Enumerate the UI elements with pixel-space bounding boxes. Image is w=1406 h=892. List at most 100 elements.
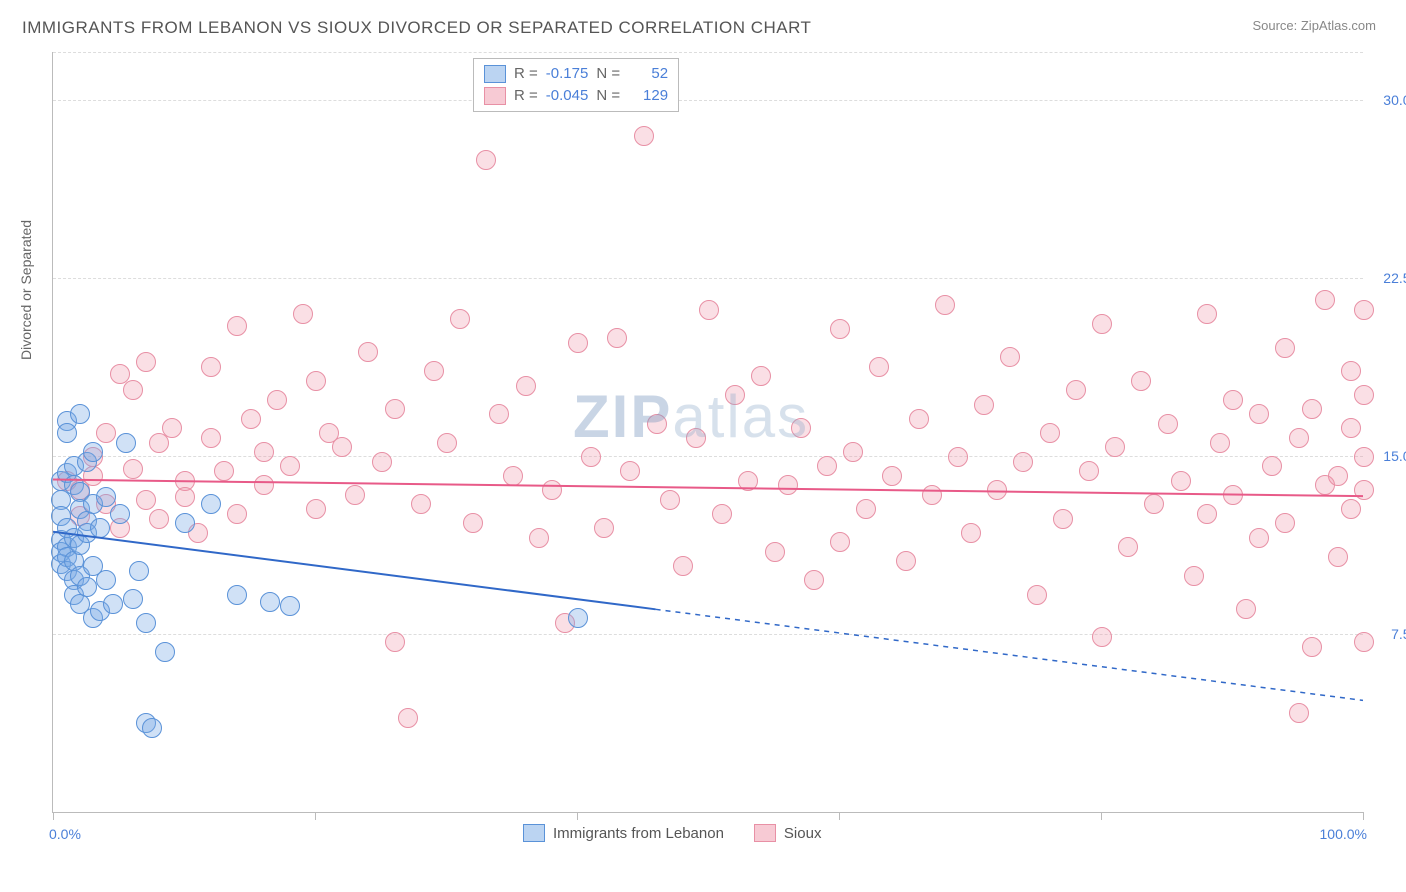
data-point-b[interactable] bbox=[620, 461, 640, 481]
data-point-b[interactable] bbox=[1341, 499, 1361, 519]
data-point-b[interactable] bbox=[149, 509, 169, 529]
data-point-b[interactable] bbox=[542, 480, 562, 500]
data-point-a[interactable] bbox=[96, 570, 116, 590]
data-point-b[interactable] bbox=[1289, 428, 1309, 448]
data-point-a[interactable] bbox=[260, 592, 280, 612]
data-point-a[interactable] bbox=[70, 404, 90, 424]
data-point-b[interactable] bbox=[267, 390, 287, 410]
data-point-b[interactable] bbox=[1249, 404, 1269, 424]
data-point-b[interactable] bbox=[1171, 471, 1191, 491]
data-point-b[interactable] bbox=[1249, 528, 1269, 548]
data-point-b[interactable] bbox=[751, 366, 771, 386]
data-point-b[interactable] bbox=[1341, 418, 1361, 438]
data-point-b[interactable] bbox=[581, 447, 601, 467]
data-point-b[interactable] bbox=[1223, 485, 1243, 505]
data-point-b[interactable] bbox=[882, 466, 902, 486]
data-point-b[interactable] bbox=[411, 494, 431, 514]
data-point-b[interactable] bbox=[1184, 566, 1204, 586]
data-point-b[interactable] bbox=[227, 316, 247, 336]
data-point-b[interactable] bbox=[437, 433, 457, 453]
data-point-b[interactable] bbox=[856, 499, 876, 519]
data-point-a[interactable] bbox=[103, 594, 123, 614]
data-point-b[interactable] bbox=[725, 385, 745, 405]
data-point-b[interactable] bbox=[1118, 537, 1138, 557]
data-point-a[interactable] bbox=[96, 487, 116, 507]
data-point-b[interactable] bbox=[1341, 361, 1361, 381]
data-point-b[interactable] bbox=[1144, 494, 1164, 514]
data-point-a[interactable] bbox=[123, 589, 143, 609]
data-point-b[interactable] bbox=[1066, 380, 1086, 400]
data-point-b[interactable] bbox=[1000, 347, 1020, 367]
data-point-b[interactable] bbox=[738, 471, 758, 491]
data-point-b[interactable] bbox=[254, 475, 274, 495]
data-point-b[interactable] bbox=[385, 399, 405, 419]
data-point-b[interactable] bbox=[424, 361, 444, 381]
data-point-b[interactable] bbox=[1315, 290, 1335, 310]
data-point-b[interactable] bbox=[1262, 456, 1282, 476]
data-point-b[interactable] bbox=[817, 456, 837, 476]
data-point-b[interactable] bbox=[765, 542, 785, 562]
data-point-b[interactable] bbox=[1131, 371, 1151, 391]
data-point-b[interactable] bbox=[1092, 627, 1112, 647]
data-point-b[interactable] bbox=[306, 499, 326, 519]
data-point-b[interactable] bbox=[1092, 314, 1112, 334]
data-point-b[interactable] bbox=[123, 380, 143, 400]
data-point-b[interactable] bbox=[463, 513, 483, 533]
data-point-b[interactable] bbox=[673, 556, 693, 576]
data-point-b[interactable] bbox=[1197, 504, 1217, 524]
data-point-a[interactable] bbox=[142, 718, 162, 738]
data-point-b[interactable] bbox=[123, 459, 143, 479]
data-point-b[interactable] bbox=[568, 333, 588, 353]
source-link[interactable]: ZipAtlas.com bbox=[1301, 18, 1376, 33]
data-point-b[interactable] bbox=[136, 352, 156, 372]
data-point-b[interactable] bbox=[909, 409, 929, 429]
data-point-b[interactable] bbox=[96, 423, 116, 443]
data-point-a[interactable] bbox=[57, 423, 77, 443]
data-point-b[interactable] bbox=[961, 523, 981, 543]
data-point-b[interactable] bbox=[686, 428, 706, 448]
data-point-b[interactable] bbox=[1302, 637, 1322, 657]
data-point-a[interactable] bbox=[227, 585, 247, 605]
data-point-b[interactable] bbox=[280, 456, 300, 476]
data-point-b[interactable] bbox=[214, 461, 234, 481]
data-point-b[interactable] bbox=[254, 442, 274, 462]
data-point-b[interactable] bbox=[450, 309, 470, 329]
data-point-b[interactable] bbox=[201, 357, 221, 377]
data-point-b[interactable] bbox=[607, 328, 627, 348]
data-point-b[interactable] bbox=[227, 504, 247, 524]
data-point-b[interactable] bbox=[987, 480, 1007, 500]
data-point-b[interactable] bbox=[778, 475, 798, 495]
data-point-b[interactable] bbox=[529, 528, 549, 548]
data-point-b[interactable] bbox=[1354, 300, 1374, 320]
data-point-b[interactable] bbox=[293, 304, 313, 324]
data-point-b[interactable] bbox=[489, 404, 509, 424]
data-point-b[interactable] bbox=[922, 485, 942, 505]
legend-item-b[interactable]: Sioux bbox=[754, 824, 822, 842]
data-point-b[interactable] bbox=[1197, 304, 1217, 324]
data-point-b[interactable] bbox=[1027, 585, 1047, 605]
data-point-b[interactable] bbox=[830, 532, 850, 552]
data-point-b[interactable] bbox=[1105, 437, 1125, 457]
data-point-b[interactable] bbox=[935, 295, 955, 315]
data-point-b[interactable] bbox=[372, 452, 392, 472]
data-point-b[interactable] bbox=[1079, 461, 1099, 481]
data-point-b[interactable] bbox=[162, 418, 182, 438]
data-point-b[interactable] bbox=[332, 437, 352, 457]
data-point-b[interactable] bbox=[1354, 632, 1374, 652]
data-point-b[interactable] bbox=[306, 371, 326, 391]
data-point-b[interactable] bbox=[345, 485, 365, 505]
data-point-b[interactable] bbox=[1053, 509, 1073, 529]
data-point-a[interactable] bbox=[175, 513, 195, 533]
data-point-b[interactable] bbox=[398, 708, 418, 728]
data-point-b[interactable] bbox=[712, 504, 732, 524]
data-point-b[interactable] bbox=[634, 126, 654, 146]
data-point-b[interactable] bbox=[136, 490, 156, 510]
data-point-b[interactable] bbox=[1013, 452, 1033, 472]
data-point-a[interactable] bbox=[155, 642, 175, 662]
data-point-b[interactable] bbox=[843, 442, 863, 462]
data-point-b[interactable] bbox=[516, 376, 536, 396]
data-point-a[interactable] bbox=[280, 596, 300, 616]
data-point-b[interactable] bbox=[660, 490, 680, 510]
data-point-a[interactable] bbox=[83, 442, 103, 462]
data-point-b[interactable] bbox=[1040, 423, 1060, 443]
